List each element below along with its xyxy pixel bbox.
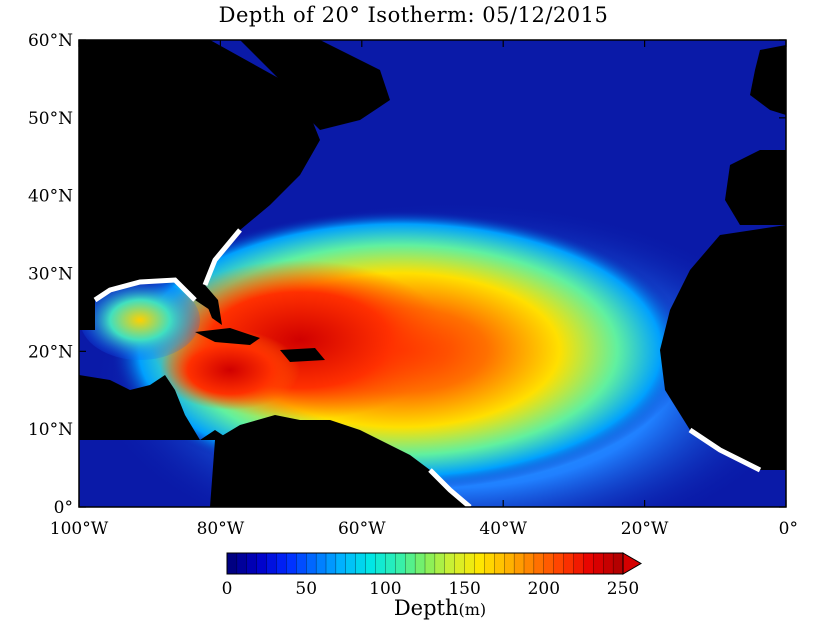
north-america [79,40,320,330]
colorbar-tick-label: 100 [369,579,401,599]
labrador [240,40,390,130]
colorbar-tick-label: 0 [222,579,233,599]
caribbean-hot-field-2 [160,330,300,410]
colorbar-cell [345,552,357,575]
x-tick-label: 40°W [479,519,527,539]
y-tick-label: 40°N [28,187,73,207]
y-tick-label: 50°N [28,109,73,129]
colorbar-label: Depth(m) [0,596,827,620]
colorbar-cell [256,552,268,575]
cuba [195,328,260,345]
y-tick-label: 0° [54,498,73,518]
south-america [210,415,470,507]
colorbar-cell [236,552,248,575]
colorbar-ticks: 0 50 100 150 200 250 [222,579,640,599]
x-tick-label: 0° [779,519,798,539]
land [79,40,786,507]
y-tick-label: 20°N [28,342,73,362]
africa [660,225,786,470]
colorbar-arrow [622,552,642,575]
colorbar-cell [454,552,466,575]
x-tick-label: 20°W [621,519,669,539]
central-america [79,375,230,440]
colorbar-cell [385,552,396,575]
colorbar-unit: (m) [458,600,487,619]
y-tick-label: 60°N [28,31,73,51]
colorbar-cell [593,552,604,575]
colorbar-tick-label: 200 [528,579,560,599]
colorbar-cell [405,552,416,575]
x-axis: 100°W 80°W 60°W 40°W 20°W 0° [50,40,798,539]
colorbar-cell [286,552,297,575]
colorbar-cell [563,552,575,575]
map-plot-area [79,40,786,507]
iberia [725,150,786,225]
colorbar-cell [355,552,367,575]
colorbar-cell [573,552,585,575]
x-tick-label: 60°W [338,519,386,539]
colorbar-cell [414,552,426,575]
colorbar-cell [583,552,594,575]
colorbar-cell [266,552,278,575]
colorbar-cell [612,552,624,575]
colorbar-cell [226,552,238,575]
colorbar-cell [325,552,337,575]
x-tick-label: 100°W [50,519,109,539]
colorbar-cell [533,552,545,575]
colorbar-cell [296,552,307,575]
colorbar-cell [543,552,555,575]
colorbar-cell [365,552,377,575]
coast-gap [93,228,762,507]
british-isles [750,45,786,115]
colorbar-tick-label: 250 [607,579,639,599]
colorbar-cell [513,552,525,575]
colorbar-cell [434,552,446,575]
colorbar-cell [474,552,486,575]
colorbar-frame [226,552,624,575]
florida [205,285,222,325]
colorbar-cell [315,552,327,575]
chart-title: Depth of 20° Isotherm: 05/12/2015 [218,3,609,27]
colorbar-cell [375,552,387,575]
colorbar-cell [504,552,515,575]
colorbar-cells [226,552,624,575]
colorbar-cell [424,552,436,575]
colorbar-cell [246,552,258,575]
colorbar-cell [444,552,456,575]
y-axis: 0° 10°N 20°N 30°N 40°N 50°N 60°N [28,31,786,518]
x-tick-label: 80°W [197,519,245,539]
colorbar-cell [335,552,347,575]
colorbar-cell [276,552,288,575]
colorbar-cell [395,552,406,575]
hispaniola [280,348,325,362]
colorbar-cell [464,552,476,575]
y-tick-label: 30°N [28,265,73,285]
colorbar-tick-label: 150 [448,579,480,599]
colorbar-cell [494,552,505,575]
colorbar-cell [306,552,317,575]
colorbar-cell [484,552,495,575]
colorbar-label-text: Depth [393,596,459,620]
gulf-of-mexico-field [80,280,200,360]
y-tick-label: 10°N [28,420,73,440]
colorbar-cell [603,552,614,575]
colorbar-tick-label: 50 [295,579,317,599]
colorbar-cell [523,552,535,575]
colorbar-cell [553,552,565,575]
